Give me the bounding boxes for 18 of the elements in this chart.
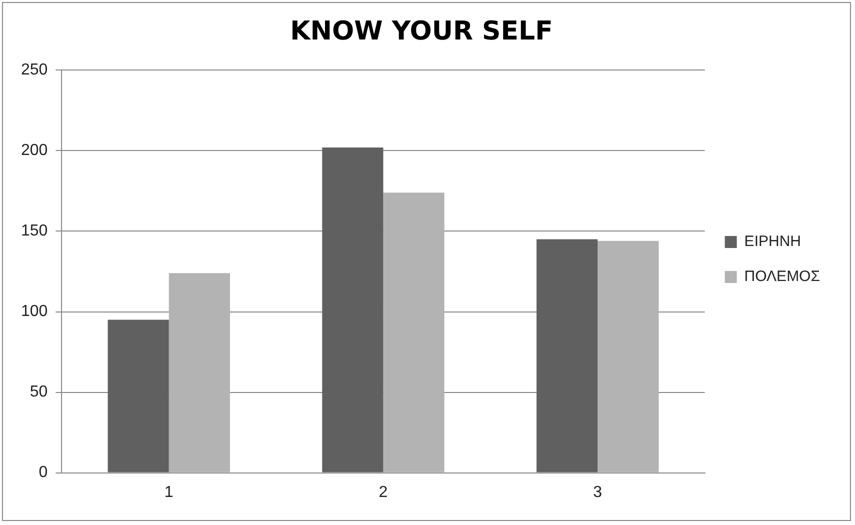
y-tick-label: 150	[20, 222, 48, 240]
y-tick-label: 250	[20, 62, 48, 79]
legend-label: ΕΙΡΗΝΗ	[744, 233, 801, 250]
legend-label: ΠΟΛΕΜΟΣ	[744, 268, 820, 286]
bar	[322, 148, 384, 472]
x-tick-label: 3	[593, 484, 602, 501]
bar	[108, 320, 169, 472]
chart-title: KNOW YOUR SELF	[290, 16, 553, 46]
y-tick-label: 50	[30, 384, 48, 401]
bar	[598, 240, 659, 472]
bar	[168, 273, 230, 472]
x-tick-label: 1	[164, 484, 174, 501]
y-tick-label: 200	[20, 142, 48, 160]
bar	[383, 192, 444, 472]
y-tick-label: 100	[20, 303, 48, 320]
bar	[536, 239, 598, 472]
y-tick-label: 0	[38, 464, 48, 482]
x-tick-label: 2	[378, 484, 388, 501]
